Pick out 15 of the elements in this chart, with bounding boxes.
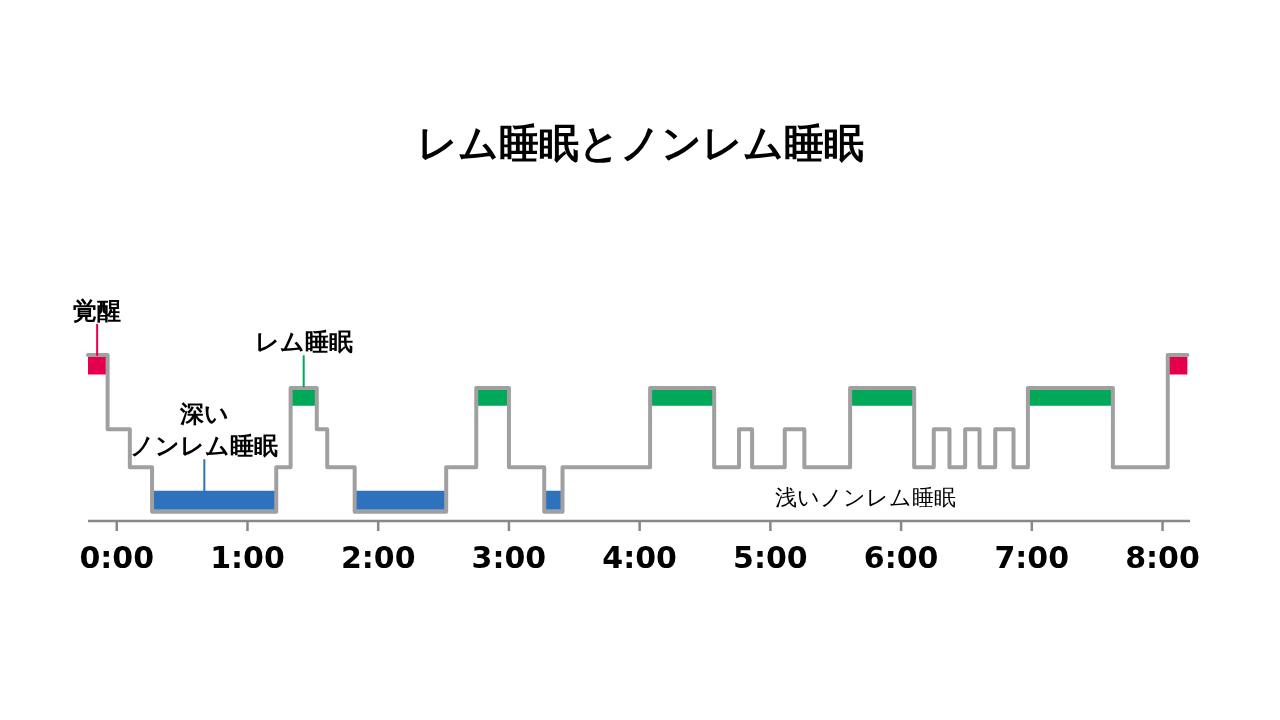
annotation: 覚醒 — [73, 296, 122, 325]
x-tick-label: 8:00 — [1125, 540, 1200, 575]
annotation: レム睡眠 — [254, 328, 353, 357]
annotation: 浅いノンレム睡眠 — [774, 485, 956, 510]
x-tick-label: 4:00 — [602, 540, 677, 575]
x-tick-label: 2:00 — [340, 540, 416, 575]
x-tick-label: 5:00 — [733, 540, 808, 575]
x-tick-label: 7:00 — [994, 540, 1070, 575]
annotation: 深い — [178, 400, 229, 429]
annotation: ノンレム睡眠 — [130, 432, 279, 461]
x-tick-label: 1:00 — [210, 540, 285, 575]
chart-title: レム睡眠とノンレム睡眠 — [416, 120, 864, 166]
x-tick-label: 0:00 — [79, 540, 155, 575]
x-tick-label: 6:00 — [863, 540, 939, 575]
x-tick-label: 3:00 — [471, 540, 547, 575]
